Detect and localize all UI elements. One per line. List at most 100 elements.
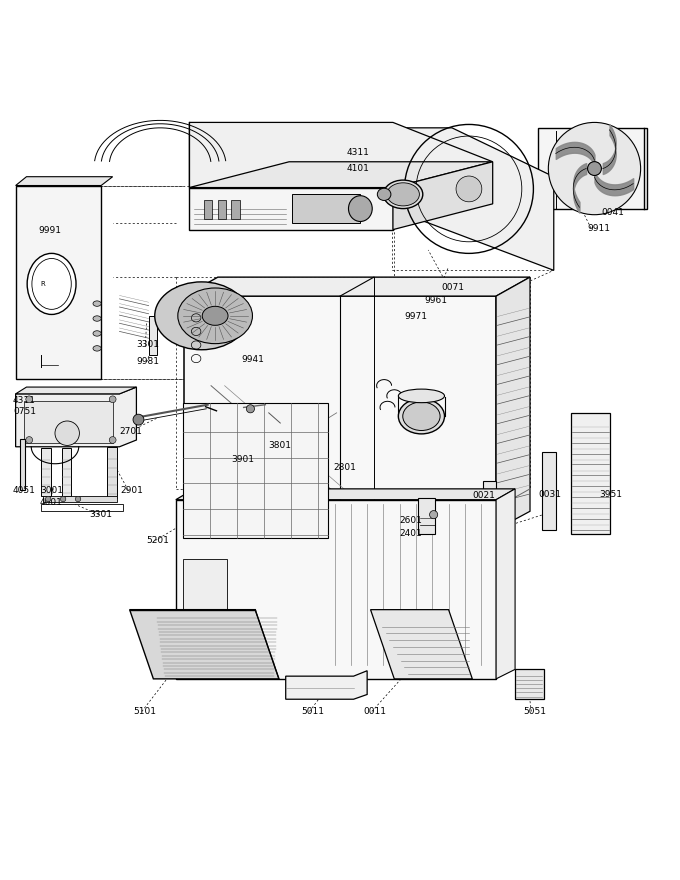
Text: 3001: 3001 [40, 486, 63, 495]
Ellipse shape [398, 389, 445, 403]
Circle shape [75, 496, 81, 502]
Text: 9961: 9961 [425, 297, 448, 305]
Circle shape [55, 421, 80, 445]
Bar [204, 200, 212, 219]
Ellipse shape [384, 180, 423, 209]
Bar [182, 559, 226, 664]
Text: 4311: 4311 [13, 396, 36, 405]
Text: 5011: 5011 [301, 707, 324, 716]
Text: 3801: 3801 [269, 441, 292, 450]
Ellipse shape [398, 399, 445, 434]
Polygon shape [496, 489, 515, 678]
Text: 3301: 3301 [89, 510, 112, 519]
Text: 5201: 5201 [147, 536, 169, 545]
Ellipse shape [387, 183, 420, 206]
Text: 4051: 4051 [13, 486, 36, 495]
Ellipse shape [348, 195, 372, 222]
Polygon shape [62, 448, 71, 495]
Ellipse shape [93, 346, 101, 351]
Text: 9971: 9971 [405, 312, 428, 321]
Polygon shape [189, 122, 493, 187]
Polygon shape [41, 448, 51, 495]
Circle shape [133, 414, 144, 425]
Ellipse shape [377, 188, 391, 201]
Text: 0071: 0071 [442, 282, 465, 292]
Circle shape [430, 510, 438, 518]
Text: 5101: 5101 [133, 707, 156, 716]
Polygon shape [184, 297, 496, 530]
Bar [571, 413, 610, 533]
Bar [292, 194, 360, 223]
Polygon shape [189, 162, 493, 187]
Text: 2401: 2401 [400, 529, 422, 539]
Circle shape [26, 396, 33, 403]
Text: 0751: 0751 [13, 407, 36, 416]
Polygon shape [538, 128, 647, 209]
Polygon shape [16, 387, 137, 447]
Text: 3951: 3951 [599, 490, 622, 499]
Text: 5051: 5051 [523, 707, 546, 716]
Circle shape [246, 405, 254, 413]
Text: 3301: 3301 [137, 341, 159, 349]
Bar [41, 504, 123, 511]
Bar [483, 480, 496, 515]
Bar [20, 439, 25, 490]
Text: 2601: 2601 [400, 516, 422, 524]
Polygon shape [184, 277, 530, 297]
Bar [43, 495, 118, 502]
Text: 3901: 3901 [231, 454, 254, 464]
Text: 9941: 9941 [241, 356, 265, 364]
Polygon shape [130, 610, 279, 678]
Circle shape [588, 162, 601, 175]
Circle shape [109, 436, 116, 444]
Polygon shape [371, 610, 473, 678]
Polygon shape [16, 186, 101, 379]
Polygon shape [175, 500, 496, 678]
Text: R: R [40, 281, 45, 287]
Circle shape [26, 436, 33, 444]
Bar [149, 316, 157, 356]
Ellipse shape [93, 316, 101, 321]
Polygon shape [16, 177, 113, 186]
Ellipse shape [177, 288, 252, 343]
Text: 9981: 9981 [137, 356, 159, 366]
Polygon shape [392, 128, 554, 270]
Text: 9911: 9911 [588, 224, 611, 233]
Bar [24, 400, 113, 443]
Text: 2801: 2801 [333, 463, 356, 472]
Bar [418, 498, 435, 533]
Ellipse shape [93, 331, 101, 336]
Text: 4101: 4101 [347, 164, 370, 173]
Polygon shape [393, 162, 493, 230]
Bar [542, 451, 556, 530]
Text: 9991: 9991 [38, 226, 61, 236]
Polygon shape [107, 447, 118, 498]
Text: 2901: 2901 [120, 486, 143, 495]
Text: 0021: 0021 [473, 491, 495, 500]
Text: 0041: 0041 [601, 209, 624, 217]
Text: 0031: 0031 [539, 490, 562, 499]
Text: 4311: 4311 [347, 149, 370, 158]
Polygon shape [286, 671, 367, 700]
Bar [231, 200, 239, 219]
Bar [218, 200, 226, 219]
Text: 2701: 2701 [120, 428, 142, 436]
Text: 0011: 0011 [364, 707, 387, 716]
Ellipse shape [403, 402, 440, 430]
Polygon shape [16, 387, 137, 394]
Text: 4001: 4001 [40, 498, 63, 507]
Circle shape [456, 176, 482, 202]
Bar [182, 403, 328, 539]
Ellipse shape [202, 306, 228, 326]
Polygon shape [496, 277, 530, 530]
Polygon shape [515, 670, 543, 700]
Circle shape [548, 122, 641, 215]
Polygon shape [175, 489, 515, 500]
Ellipse shape [155, 282, 248, 349]
Polygon shape [189, 187, 393, 230]
Circle shape [46, 496, 51, 502]
Circle shape [109, 396, 116, 403]
Ellipse shape [27, 253, 76, 314]
Ellipse shape [93, 301, 101, 306]
Circle shape [61, 496, 66, 502]
